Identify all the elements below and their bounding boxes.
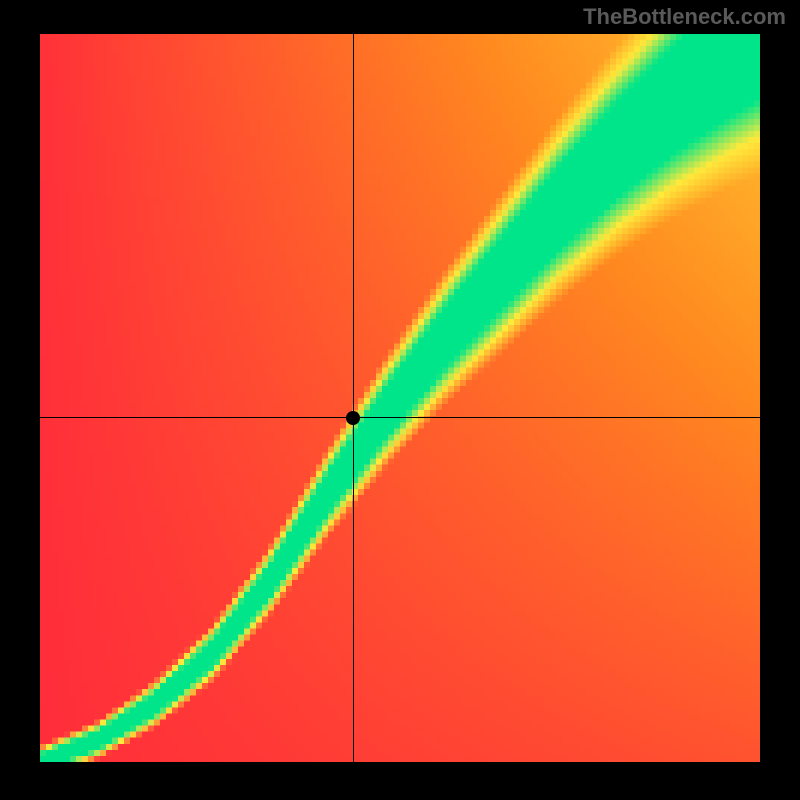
- heatmap-canvas: [40, 34, 760, 762]
- crosshair-vertical: [353, 34, 354, 762]
- chart-container: TheBottleneck.com: [0, 0, 800, 800]
- crosshair-marker: [346, 411, 360, 425]
- crosshair-horizontal: [40, 417, 760, 418]
- watermark-text: TheBottleneck.com: [583, 4, 786, 30]
